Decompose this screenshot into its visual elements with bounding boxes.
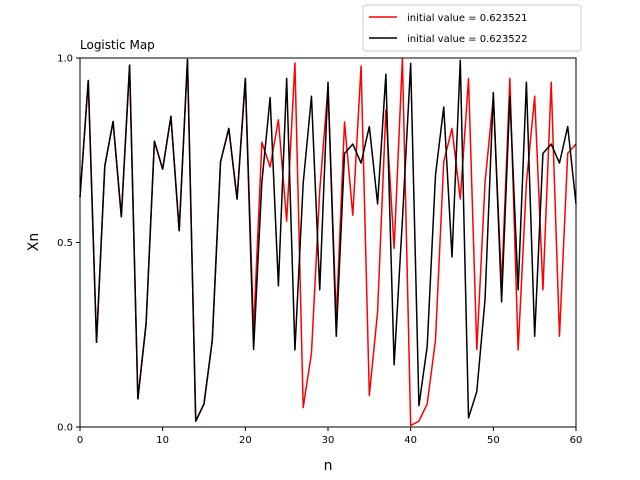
x-tick-label: 30: [322, 435, 335, 446]
series-line-2: [79, 58, 577, 422]
y-tick-label: 0.5: [57, 238, 73, 249]
x-tick-label: 20: [239, 435, 252, 446]
y-tick-label: 1.0: [57, 54, 73, 65]
legend-label-series-1: initial value = 0.623521: [407, 13, 527, 24]
legend: initial value = 0.623521 initial value =…: [362, 4, 582, 52]
y-axis: 0.0 0.5 1.0: [57, 54, 80, 434]
x-tick-label: 60: [570, 435, 583, 446]
x-tick-label: 40: [404, 435, 417, 446]
plot-lines: [79, 57, 577, 427]
chart-title: Logistic Map: [80, 38, 155, 52]
y-tick-label: 0.0: [57, 423, 73, 434]
y-axis-label: Xn: [26, 233, 42, 251]
x-axis: 0 10 20 30 40 50 60: [77, 427, 583, 446]
plot-frame: [79, 57, 577, 428]
legend-box: [362, 4, 582, 52]
x-tick-label: 50: [487, 435, 500, 446]
x-tick-label: 10: [156, 435, 169, 446]
x-tick-label: 0: [77, 435, 83, 446]
x-axis-label: n: [324, 458, 333, 474]
legend-label-series-2: initial value = 0.623522: [407, 34, 527, 45]
series-line-1: [79, 57, 577, 427]
